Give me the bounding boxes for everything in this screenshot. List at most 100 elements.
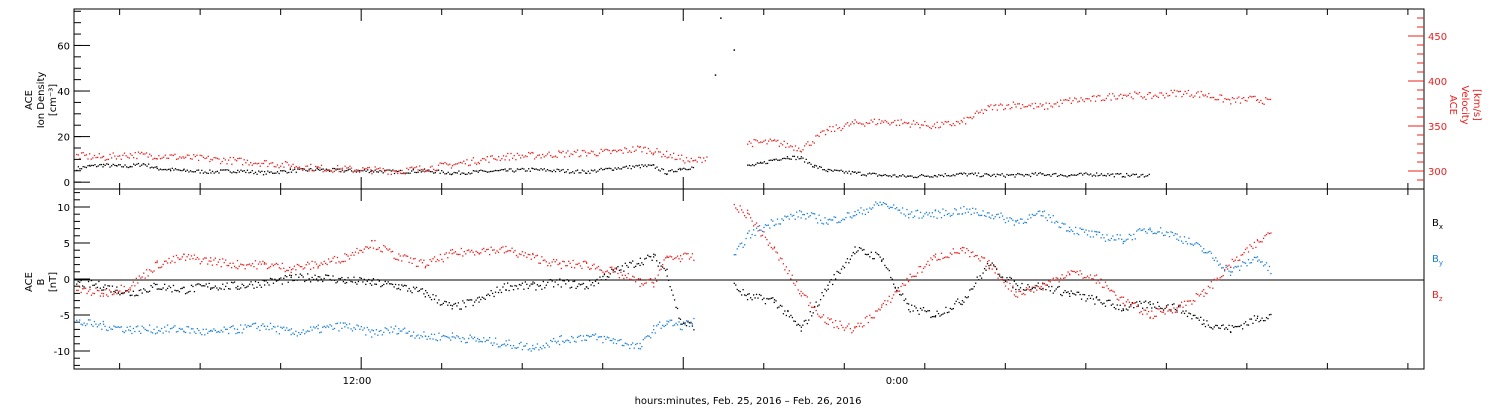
velocity-point	[1034, 102, 1037, 105]
density-point	[968, 173, 970, 175]
bz-point	[805, 294, 807, 297]
by-point	[605, 338, 607, 340]
density-point	[922, 174, 924, 177]
bz-point	[784, 269, 786, 271]
bz-point	[772, 248, 774, 250]
density-point	[753, 164, 755, 167]
velocity-point	[102, 155, 105, 158]
velocity-point	[644, 146, 646, 148]
density-point	[528, 168, 530, 170]
by-point	[913, 215, 916, 217]
bx-point	[269, 277, 272, 280]
density-point	[143, 163, 145, 165]
bx-point	[407, 290, 409, 292]
bx-point	[618, 269, 621, 272]
bx-point	[383, 283, 385, 286]
velocity-point	[1230, 103, 1232, 105]
bz-point	[1097, 280, 1099, 282]
by-point	[825, 222, 828, 224]
velocity-point	[1251, 96, 1253, 98]
velocity-point	[751, 145, 754, 148]
bz-point	[927, 260, 929, 263]
density-point	[475, 170, 478, 172]
bx-point	[117, 292, 120, 294]
density-point	[664, 172, 666, 175]
density-point	[1138, 176, 1141, 178]
bx-point	[307, 273, 309, 275]
bx-point	[794, 320, 796, 323]
velocity-point	[818, 135, 820, 138]
bz-point	[384, 246, 386, 248]
by-point	[624, 342, 626, 344]
density-point	[612, 169, 615, 171]
by-point	[147, 330, 149, 332]
density-point	[677, 168, 680, 171]
velocity-point	[959, 123, 961, 125]
bx-point	[293, 279, 296, 282]
by-point	[473, 336, 476, 338]
bx-point	[290, 274, 293, 277]
velocity-point	[628, 150, 631, 152]
by-point	[286, 327, 288, 329]
velocity-point	[1064, 99, 1067, 101]
density-point	[792, 155, 794, 157]
bz-point	[1180, 301, 1183, 303]
bz-point	[391, 250, 394, 253]
by-point	[635, 343, 637, 346]
bz-point	[736, 209, 738, 211]
density-point	[393, 172, 396, 175]
bz-point	[1113, 291, 1115, 293]
bz-point	[469, 251, 471, 253]
bx-point	[652, 256, 655, 258]
velocity-point	[654, 151, 657, 153]
by-point	[243, 328, 245, 330]
velocity-point	[545, 154, 547, 157]
density-point	[246, 169, 249, 171]
bx-point	[657, 265, 659, 267]
by-point	[755, 227, 758, 229]
by-point	[233, 328, 236, 330]
velocity-point	[319, 167, 321, 169]
bx-point	[529, 285, 531, 287]
density-point	[458, 170, 460, 172]
density-point	[624, 166, 626, 168]
by-point	[339, 322, 342, 324]
bz-point	[832, 321, 834, 324]
bx-point	[854, 253, 856, 255]
by-point	[770, 219, 772, 221]
by-point	[348, 323, 351, 325]
velocity-point	[968, 117, 970, 119]
velocity-point	[354, 169, 356, 172]
bx-point	[444, 300, 446, 303]
density-point	[99, 164, 101, 166]
bz-point	[408, 261, 410, 263]
by-point	[359, 328, 361, 330]
bz-point	[378, 246, 380, 249]
bx-point	[1075, 294, 1077, 296]
bz-point	[397, 259, 400, 261]
velocity-point	[155, 158, 157, 160]
bz-point	[272, 265, 275, 267]
velocity-point	[630, 151, 632, 154]
density-point	[240, 169, 242, 171]
bz-point	[1046, 284, 1049, 286]
bx-point	[369, 282, 371, 285]
bx-point	[902, 293, 904, 295]
by-point	[842, 218, 844, 220]
bx-point	[575, 287, 577, 290]
bx-point	[1191, 318, 1193, 320]
by-point	[134, 330, 136, 333]
density-point	[169, 168, 171, 170]
density-point	[1011, 174, 1013, 176]
density-point	[908, 175, 910, 177]
bx-point	[948, 311, 950, 313]
bx-point	[1247, 324, 1250, 326]
bz-point	[629, 278, 631, 280]
by-point	[1149, 227, 1151, 229]
density-point	[765, 162, 767, 165]
by-point	[293, 333, 296, 335]
by-point	[1110, 237, 1113, 240]
by-point	[512, 344, 515, 347]
